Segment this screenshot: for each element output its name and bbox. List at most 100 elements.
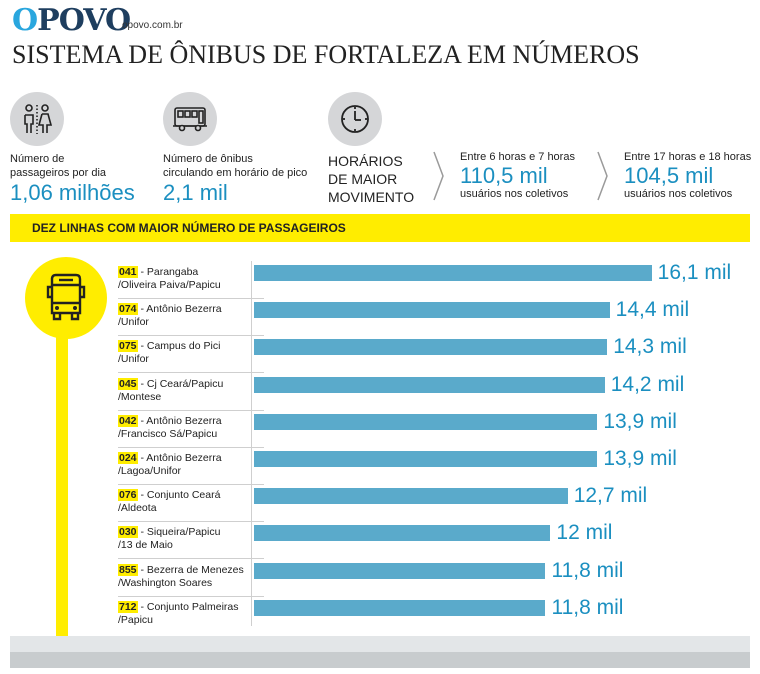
- bus-stop-sign: [25, 257, 107, 339]
- separator: -: [137, 414, 147, 427]
- chevron-right-icon: [597, 151, 608, 201]
- section-header: DEZ LINHAS COM MAIOR NÚMERO DE PASSAGEIR…: [10, 214, 750, 242]
- bus-line-code: 030: [118, 526, 138, 539]
- separator: -: [137, 563, 147, 576]
- bus-line-code: 042: [118, 414, 138, 427]
- bar: [254, 376, 605, 393]
- bus-line-code: 712: [118, 600, 138, 613]
- bus-line-name: Antônio Bezerra: [146, 303, 222, 316]
- page-title: SISTEMA DE ÔNIBUS DE FORTALEZA EM NÚMERO…: [12, 40, 640, 69]
- separator: -: [137, 377, 147, 390]
- bus-line-name: Conjunto Ceará: [146, 489, 221, 502]
- bus-line-route: /Unifor: [118, 353, 149, 366]
- bus-line-name: Antônio Bezerra: [146, 414, 222, 427]
- bus-line-row: 042 - Antônio Bezerra/Francisco Sá/Papic…: [118, 411, 264, 448]
- peak-hours-heading: HORÁRIOS DE MAIOR MOVIMENTO: [328, 153, 415, 205]
- bus-line-code: 045: [118, 377, 138, 390]
- opovo-logo: OPOVO: [12, 3, 131, 38]
- separator: -: [137, 526, 147, 539]
- bus-line-name: Conjunto Palmeiras: [146, 600, 239, 613]
- bus-line-name: Cj Ceará/Papicu: [146, 377, 224, 390]
- bus-line-label: 041 - Parangaba/Oliveira Paiva/Papicu: [118, 266, 221, 292]
- separator: -: [137, 452, 147, 464]
- separator: -: [137, 303, 147, 316]
- bus-line-code: 041: [118, 266, 138, 278]
- footer-band-light: [10, 636, 750, 652]
- evening-peak: Entre 17 horas e 18 horas 104,5 mil usuá…: [624, 151, 752, 200]
- bar-value-label: 11,8 mil: [551, 595, 624, 619]
- bar-value-label: 14,3 mil: [613, 335, 687, 359]
- bus-line-row: 030 - Siqueira/Papicu/13 de Maio: [118, 522, 264, 560]
- bar-value-label: 12,7 mil: [573, 484, 648, 508]
- bus-line-code: 075: [118, 340, 138, 353]
- bus-line-route: /Oliveira Paiva/Papicu: [118, 279, 221, 291]
- bus-side-icon: [163, 92, 217, 146]
- bar: [254, 525, 551, 542]
- bar: [254, 265, 652, 281]
- bus-line-name: Bezerra de Menezes: [146, 563, 244, 576]
- footer-band-dark: [10, 652, 750, 668]
- bus-line-row: 045 - Cj Ceará/Papicu/Montese: [118, 374, 264, 411]
- bus-line-name: Campus do Pici: [146, 340, 221, 353]
- passengers-label: Número de passageiros por dia: [10, 153, 107, 179]
- chart-title: DEZ LINHAS COM MAIOR NÚMERO DE PASSAGEIR…: [32, 221, 346, 235]
- bus-line-code: 074: [118, 303, 138, 316]
- bar: [254, 599, 546, 616]
- bar-value-label: 11,8 mil: [551, 558, 624, 582]
- bus-line-row: 041 - Parangaba/Oliveira Paiva/Papicu: [118, 262, 264, 299]
- bus-line-row: 074 - Antônio Bezerra/Unifor: [118, 299, 264, 337]
- bus-line-label: 030 - Siqueira/Papicu/13 de Maio: [118, 526, 220, 552]
- clock-icon: [328, 92, 382, 146]
- bus-line-label: 024 - Antônio Bezerra/Lagoa/Unifor: [118, 452, 222, 478]
- bar-value-label: 13,9 mil: [603, 447, 677, 470]
- chevron-right-icon: [433, 151, 444, 201]
- bus-line-route: /Lagoa/Unifor: [118, 465, 182, 477]
- bus-line-route: /Montese: [118, 390, 162, 403]
- bus-front-icon: [46, 273, 86, 321]
- bar: [254, 451, 598, 467]
- bus-line-row: 712 - Conjunto Palmeiras/Papicu: [118, 597, 264, 634]
- site-url: opovo.com.br: [122, 20, 183, 31]
- bus-line-row: 024 - Antônio Bezerra/Lagoa/Unifor: [118, 448, 264, 485]
- bus-line-row: 075 - Campus do Pici/Unifor: [118, 336, 264, 374]
- bus-line-code: 855: [118, 563, 138, 576]
- bar-value-label: 16,1 mil: [657, 261, 732, 284]
- bus-line-row: 855 - Bezerra de Menezes/Washington Soar…: [118, 560, 264, 597]
- bus-line-label: 045 - Cj Ceará/Papicu/Montese: [118, 377, 224, 404]
- bus-line-label: 042 - Antônio Bezerra/Francisco Sá/Papic…: [118, 414, 222, 441]
- bus-line-name: Siqueira/Papicu: [146, 526, 221, 539]
- bus-line-route: /Washington Soares: [118, 576, 213, 589]
- bar-value-label: 12 mil: [556, 521, 613, 545]
- bus-line-label: 712 - Conjunto Palmeiras/Papicu: [118, 600, 239, 627]
- morning-peak: Entre 6 horas e 7 horas 110,5 mil usuári…: [460, 151, 575, 200]
- bus-line-name: Parangaba: [146, 266, 199, 278]
- bus-line-route: /13 de Maio: [118, 539, 173, 552]
- bus-line-route: /Francisco Sá/Papicu: [118, 427, 218, 440]
- bar-value-label: 14,2 mil: [610, 372, 685, 396]
- bus-line-label: 855 - Bezerra de Menezes/Washington Soar…: [118, 563, 244, 590]
- chart-axis-line: [251, 261, 252, 626]
- bus-line-route: /Aldeota: [118, 502, 157, 515]
- bar: [254, 302, 610, 319]
- separator: -: [137, 340, 147, 353]
- bus-line-route: /Unifor: [118, 316, 149, 329]
- passengers-value: 1,06 milhões: [10, 180, 135, 205]
- separator: -: [137, 266, 147, 278]
- bus-line-label: 074 - Antônio Bezerra/Unifor: [118, 303, 222, 329]
- bus-line-row: 076 - Conjunto Ceará/Aldeota: [118, 485, 264, 523]
- bar: [254, 413, 598, 430]
- bus-line-label: 075 - Campus do Pici/Unifor: [118, 340, 220, 366]
- bus-stop-pole: [56, 330, 68, 636]
- people-icon: [10, 92, 64, 146]
- bar: [254, 339, 608, 356]
- bar-value-label: 14,4 mil: [615, 298, 690, 322]
- bar: [254, 488, 568, 505]
- buses-value: 2,1 mil: [163, 180, 228, 205]
- bus-line-name: Antônio Bezerra: [146, 452, 222, 464]
- bar-value-label: 13,9 mil: [603, 409, 677, 433]
- bar: [254, 562, 546, 579]
- bus-line-label: 076 - Conjunto Ceará/Aldeota: [118, 489, 220, 515]
- bus-line-code: 076: [118, 489, 138, 502]
- separator: -: [137, 600, 147, 613]
- separator: -: [137, 489, 147, 502]
